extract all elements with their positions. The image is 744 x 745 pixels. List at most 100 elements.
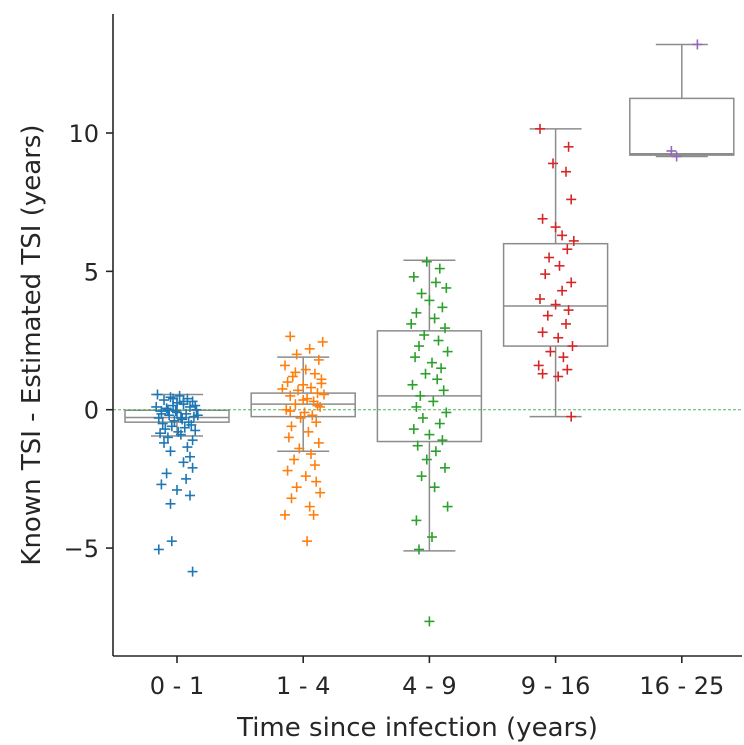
data-point bbox=[283, 432, 294, 443]
y-tick-label: 0 bbox=[84, 397, 99, 425]
data-point bbox=[319, 389, 329, 400]
data-point bbox=[161, 403, 172, 414]
data-point bbox=[306, 382, 316, 393]
data-point bbox=[671, 151, 682, 162]
data-point bbox=[429, 482, 440, 493]
data-point bbox=[191, 404, 202, 415]
data-point bbox=[429, 313, 440, 324]
data-point bbox=[295, 413, 306, 424]
data-point bbox=[424, 429, 435, 440]
data-point bbox=[169, 415, 180, 426]
data-point bbox=[152, 389, 163, 400]
data-point bbox=[414, 341, 424, 352]
data-point bbox=[533, 360, 544, 371]
data-point bbox=[315, 487, 326, 498]
data-point bbox=[424, 616, 435, 627]
data-point bbox=[308, 509, 319, 520]
data-point bbox=[299, 407, 310, 418]
data-point bbox=[162, 432, 173, 443]
data-point bbox=[561, 166, 571, 177]
data-point bbox=[537, 213, 548, 224]
data-point bbox=[316, 378, 327, 389]
data-point bbox=[187, 566, 198, 577]
data-point bbox=[177, 414, 188, 425]
data-point bbox=[157, 418, 168, 429]
data-point bbox=[300, 471, 311, 482]
data-point bbox=[282, 465, 293, 476]
data-point bbox=[165, 498, 176, 509]
data-point bbox=[291, 482, 302, 493]
data-point bbox=[172, 484, 182, 495]
data-point bbox=[156, 408, 167, 419]
data-point bbox=[166, 536, 177, 547]
data-point bbox=[692, 39, 703, 50]
data-point bbox=[280, 360, 290, 371]
data-point bbox=[285, 331, 296, 342]
data-point bbox=[411, 401, 422, 412]
data-point bbox=[412, 440, 423, 451]
data-point bbox=[408, 424, 419, 435]
x-tick-label: 16 - 25 bbox=[639, 672, 724, 700]
data-point bbox=[540, 269, 551, 280]
data-point bbox=[285, 390, 296, 401]
data-point bbox=[421, 256, 432, 267]
y-tick-label: 5 bbox=[84, 258, 99, 286]
data-point bbox=[190, 400, 201, 411]
data-point bbox=[182, 442, 193, 453]
data-point bbox=[179, 422, 190, 433]
data-point bbox=[302, 536, 313, 547]
data-point bbox=[430, 446, 441, 457]
data-point bbox=[548, 158, 558, 169]
data-point bbox=[433, 335, 444, 346]
data-point bbox=[181, 408, 192, 419]
data-point bbox=[187, 462, 198, 473]
data-point bbox=[181, 473, 192, 484]
data-point bbox=[558, 352, 569, 363]
data-point bbox=[550, 222, 561, 233]
x-tick-label: 1 - 4 bbox=[276, 672, 330, 700]
data-point bbox=[291, 349, 302, 360]
data-point bbox=[178, 457, 189, 468]
data-point bbox=[415, 390, 426, 401]
data-point bbox=[286, 421, 297, 432]
data-point bbox=[441, 407, 452, 418]
data-point bbox=[440, 462, 450, 473]
data-point bbox=[432, 374, 443, 385]
data-point bbox=[563, 141, 574, 152]
data-point bbox=[304, 501, 315, 512]
data-point bbox=[285, 406, 296, 417]
data-point bbox=[557, 285, 568, 296]
data-point bbox=[161, 468, 172, 479]
data-point bbox=[408, 271, 419, 282]
data-point bbox=[165, 446, 176, 457]
data-point bbox=[170, 406, 181, 417]
data-point bbox=[306, 448, 316, 459]
data-point bbox=[407, 379, 418, 390]
data-point bbox=[416, 471, 427, 482]
data-point bbox=[417, 413, 428, 424]
data-point bbox=[155, 428, 166, 439]
data-point bbox=[411, 307, 422, 318]
data-point bbox=[427, 532, 437, 543]
data-point bbox=[567, 341, 578, 352]
data-point bbox=[311, 417, 322, 428]
x-tick-label: 0 - 1 bbox=[150, 672, 204, 700]
data-point bbox=[160, 424, 171, 435]
y-axis-label: Known TSI - Estimated TSI (years) bbox=[17, 124, 47, 565]
data-point bbox=[438, 385, 449, 396]
box-9-16 bbox=[502, 128, 609, 418]
box-16-25 bbox=[629, 43, 735, 158]
data-point bbox=[311, 476, 322, 487]
x-tick-label: 9 - 16 bbox=[521, 672, 591, 700]
data-point bbox=[303, 426, 314, 437]
data-point bbox=[437, 435, 448, 446]
data-point bbox=[280, 509, 290, 520]
data-point bbox=[442, 501, 453, 512]
data-point bbox=[153, 544, 164, 555]
y-tick-label: −5 bbox=[64, 535, 99, 563]
data-point bbox=[411, 515, 422, 526]
data-point bbox=[313, 437, 324, 448]
data-point bbox=[416, 288, 427, 299]
